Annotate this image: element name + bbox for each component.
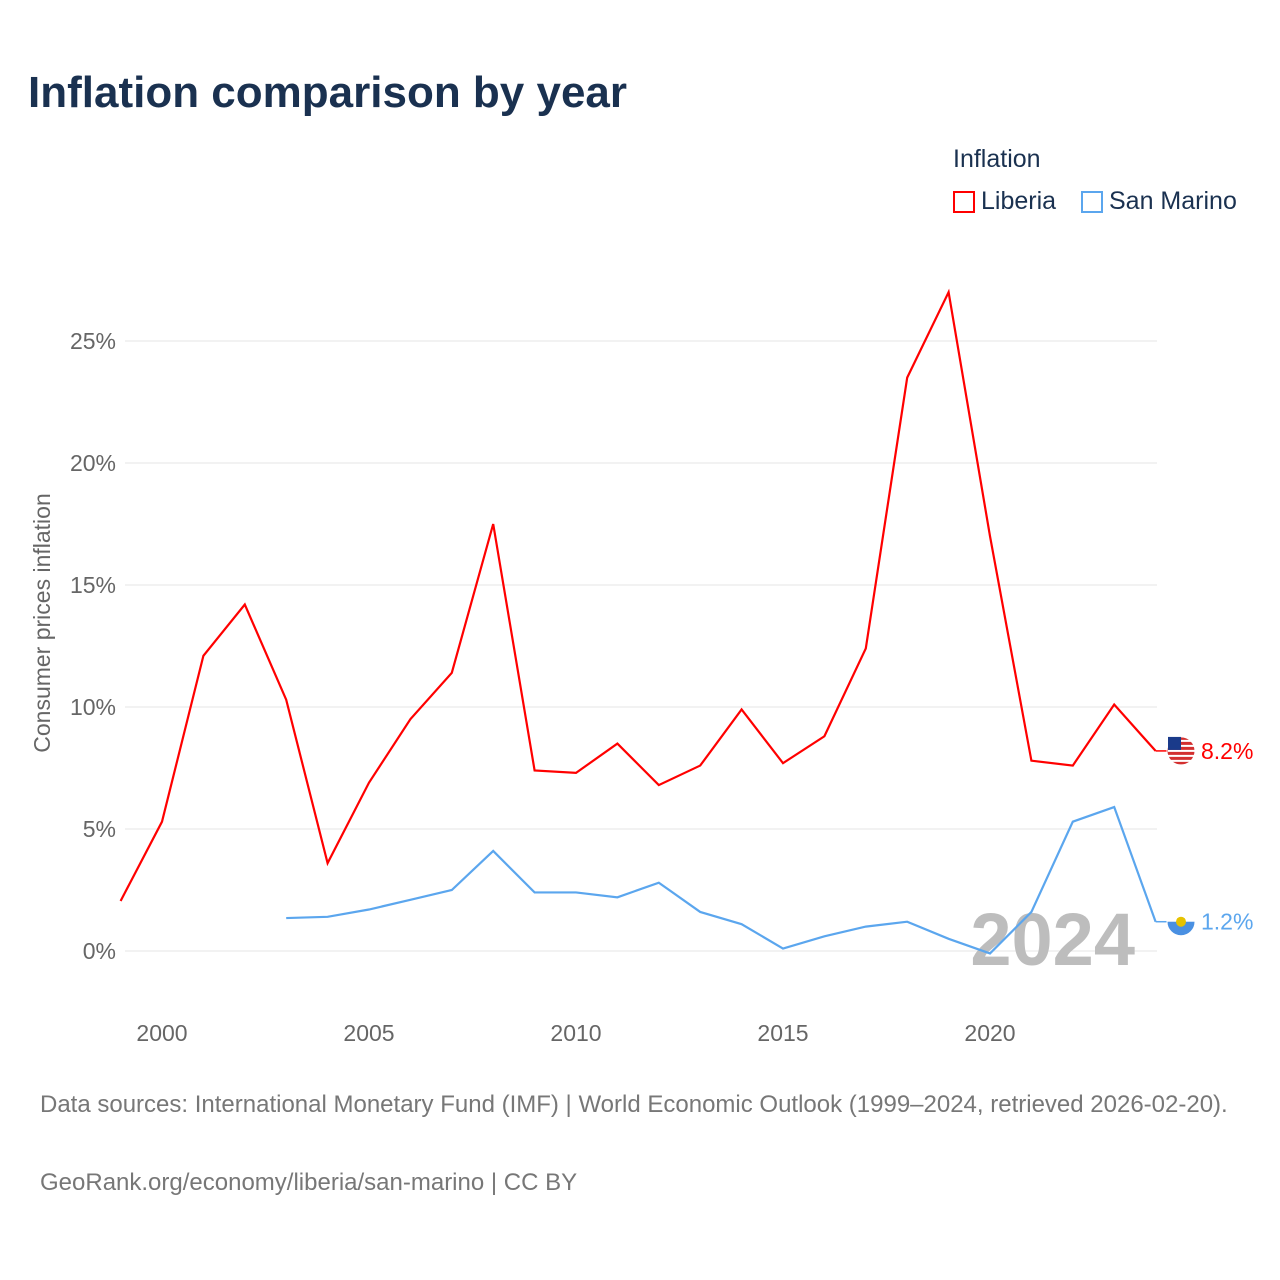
series-line-liberia [119,288,1157,902]
x-tick-label: 2015 [757,1020,808,1046]
legend-title: Inflation [953,145,1041,173]
data-sources: Data sources: International Monetary Fun… [40,1091,1228,1118]
y-tick-label: 0% [83,938,116,964]
year-watermark: 2024 [970,898,1135,981]
chart-title: Inflation comparison by year [28,68,628,117]
y-tick-label: 5% [83,816,116,842]
y-axis-label: Consumer prices inflation [29,493,55,753]
y-tick-label: 20% [70,450,116,476]
legend-item-san-marino[interactable]: San Marino [1081,187,1237,216]
x-tick-label: 2020 [964,1020,1015,1046]
legend-swatch [953,190,975,213]
x-tick-label: 2000 [136,1020,187,1046]
y-tick-label: 10% [70,694,116,720]
y-tick-label: 15% [70,572,116,598]
x-tick-label: 2005 [343,1020,394,1046]
flag-emblem [1176,916,1186,927]
flag-canton [1168,736,1181,750]
legend-swatch [1081,190,1103,213]
y-tick-label: 25% [70,328,116,354]
legend-item-liberia[interactable]: Liberia [953,187,1056,216]
flag-white-band [1167,907,1195,922]
end-value-label: 8.2% [1201,738,1253,764]
end-value-label: 1.2% [1201,909,1253,935]
x-tick-label: 2010 [550,1020,601,1046]
credit-link[interactable]: GeoRank.org/economy/liberia/san-marino |… [40,1169,578,1196]
series-line-san-marino [286,805,1157,955]
legend-label: San Marino [1109,187,1237,215]
legend-label: Liberia [981,187,1057,215]
